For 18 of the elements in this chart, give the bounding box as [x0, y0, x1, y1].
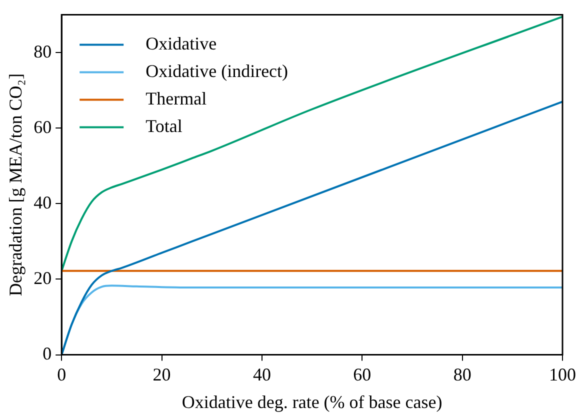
- x-tick-label: 20: [152, 364, 171, 384]
- y-tick-label: 40: [34, 192, 52, 212]
- y-tick-label: 20: [34, 268, 52, 288]
- line-series: [62, 16, 562, 272]
- y-axis-title: Degradation [g MEA/ton CO₂]: [6, 73, 26, 296]
- x-tick-label: 40: [252, 364, 271, 384]
- legend-label: Thermal: [146, 88, 207, 109]
- x-tick-label: 80: [453, 364, 472, 384]
- x-tick-label: 100: [549, 364, 576, 384]
- legend-label: Oxidative (indirect): [146, 61, 288, 82]
- x-axis-title: Oxidative deg. rate (% of base case): [182, 392, 442, 412]
- legend-label: Oxidative: [146, 34, 217, 54]
- x-tick-label: 60: [353, 364, 372, 384]
- legend-label: Total: [146, 116, 182, 136]
- y-tick-label: 0: [42, 344, 52, 364]
- y-tick-label: 60: [34, 116, 52, 137]
- x-tick-label: 0: [57, 364, 66, 384]
- y-tick-label: 80: [34, 41, 52, 62]
